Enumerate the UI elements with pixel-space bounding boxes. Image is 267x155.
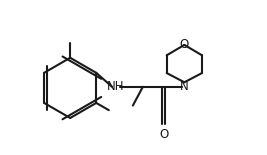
Text: NH: NH — [107, 80, 125, 93]
Text: O: O — [159, 128, 168, 141]
Text: O: O — [180, 38, 189, 51]
Text: N: N — [180, 80, 189, 93]
